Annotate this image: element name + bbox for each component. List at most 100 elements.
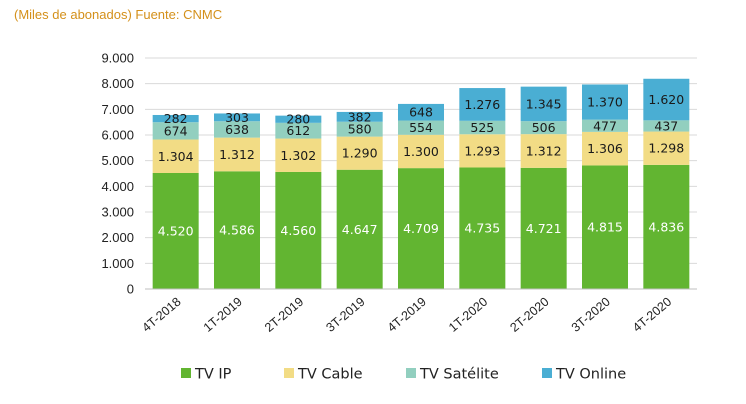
x-tick-label: 4T-2018 — [139, 295, 183, 335]
x-tick-label: 3T-2019 — [323, 295, 367, 335]
bar-segment — [520, 167, 567, 289]
data-label: 612 — [286, 123, 310, 138]
data-label: 4.721 — [526, 221, 562, 236]
data-label: 1.290 — [342, 146, 378, 161]
legend-label: TV Cable — [297, 367, 363, 383]
bar-segment — [275, 122, 322, 139]
data-label: 4.836 — [648, 219, 684, 234]
y-tick-label: 8.000 — [101, 76, 134, 91]
x-tick-label: 3T-2020 — [569, 295, 613, 335]
x-tick-label: 1T-2019 — [201, 295, 245, 335]
bar-segment — [152, 172, 199, 289]
data-label: 437 — [654, 118, 678, 133]
bar-segment — [520, 121, 567, 135]
data-label: 1.302 — [280, 148, 316, 163]
data-label: 1.312 — [526, 143, 562, 158]
data-label: 554 — [409, 120, 433, 135]
bar-segment — [398, 103, 444, 121]
bar-segment — [336, 169, 383, 289]
x-tick-label: 4T-2019 — [385, 295, 429, 335]
data-label: 1.304 — [158, 149, 194, 164]
bar-segment — [398, 168, 444, 289]
data-label: 477 — [593, 118, 617, 133]
legend-label: TV Online — [555, 367, 626, 383]
y-tick-label: 3.000 — [101, 205, 134, 220]
bar-segment — [214, 113, 260, 122]
data-label: 282 — [164, 111, 188, 126]
legend-swatch — [181, 368, 191, 378]
x-tick-label: 2T-2020 — [507, 295, 551, 335]
data-label: 1.620 — [648, 92, 684, 107]
bar-segment — [275, 171, 322, 289]
data-label: 580 — [348, 122, 372, 137]
bar-segment — [398, 134, 444, 169]
bar-segment — [643, 120, 690, 132]
bar-segment — [582, 84, 628, 120]
data-label: 1.312 — [219, 147, 255, 162]
data-label: 1.293 — [464, 143, 500, 158]
data-label: 1.276 — [464, 97, 500, 112]
bar-segment — [643, 131, 690, 165]
chart-subtitle: (Miles de abonados) Fuente: CNMC — [14, 7, 223, 22]
data-label: 638 — [225, 122, 249, 137]
data-label: 4.709 — [403, 221, 439, 236]
bar-segment — [643, 164, 690, 289]
y-tick-label: 0 — [127, 282, 134, 297]
data-label: 1.306 — [587, 141, 623, 156]
bar-segment — [152, 122, 199, 140]
data-label: 4.586 — [219, 223, 255, 238]
data-label: 1.300 — [403, 144, 439, 159]
data-label: 4.520 — [158, 223, 194, 238]
data-label: 525 — [470, 120, 494, 135]
bar-segment — [214, 121, 260, 138]
bar-segment — [582, 131, 628, 166]
y-tick-label: 5.000 — [101, 153, 134, 168]
legend-label: TV Satélite — [419, 367, 499, 383]
bar-segment — [275, 138, 322, 172]
x-tick-label: 1T-2020 — [446, 295, 490, 335]
data-label: 4.815 — [587, 220, 623, 235]
y-tick-label: 1.000 — [101, 256, 134, 271]
bar-segment — [152, 114, 199, 123]
bar-segment — [582, 165, 628, 289]
data-label: 648 — [409, 105, 433, 120]
data-label: 506 — [532, 120, 556, 135]
bar-segment — [459, 120, 506, 135]
legend-swatch — [284, 368, 294, 378]
bar-segment — [520, 134, 567, 168]
legend-swatch — [542, 368, 552, 378]
data-label: 280 — [286, 112, 310, 127]
data-label: 303 — [225, 110, 249, 125]
y-tick-label: 2.000 — [101, 230, 134, 245]
bar-segment — [582, 119, 628, 132]
bar-segment — [336, 121, 383, 137]
bar-segment — [152, 139, 199, 173]
legend-swatch — [406, 368, 416, 378]
data-label: 1.370 — [587, 95, 623, 110]
bar-segment — [459, 134, 506, 168]
bar-segment — [459, 88, 506, 121]
legend-label: TV IP — [194, 367, 232, 383]
data-label: 1.345 — [526, 96, 562, 111]
bar-segment — [214, 171, 260, 289]
bar-segment — [520, 86, 567, 122]
data-label: 4.560 — [280, 223, 316, 238]
x-tick-label: 4T-2020 — [630, 295, 674, 335]
data-label: 4.647 — [342, 222, 378, 237]
bar-segment — [643, 78, 690, 121]
y-tick-label: 6.000 — [101, 128, 134, 143]
y-tick-label: 9.000 — [101, 51, 134, 66]
bar-segment — [275, 115, 322, 123]
bar-segment — [459, 167, 506, 289]
data-label: 674 — [164, 123, 188, 138]
bar-segment — [336, 136, 383, 170]
x-tick-label: 2T-2019 — [262, 295, 306, 335]
data-label: 4.735 — [464, 221, 500, 236]
bar-segment — [336, 111, 383, 122]
data-label: 382 — [348, 109, 372, 124]
bar-segment — [214, 137, 260, 172]
data-label: 1.298 — [648, 141, 684, 156]
y-tick-label: 4.000 — [101, 179, 134, 194]
y-tick-label: 7.000 — [101, 102, 134, 117]
